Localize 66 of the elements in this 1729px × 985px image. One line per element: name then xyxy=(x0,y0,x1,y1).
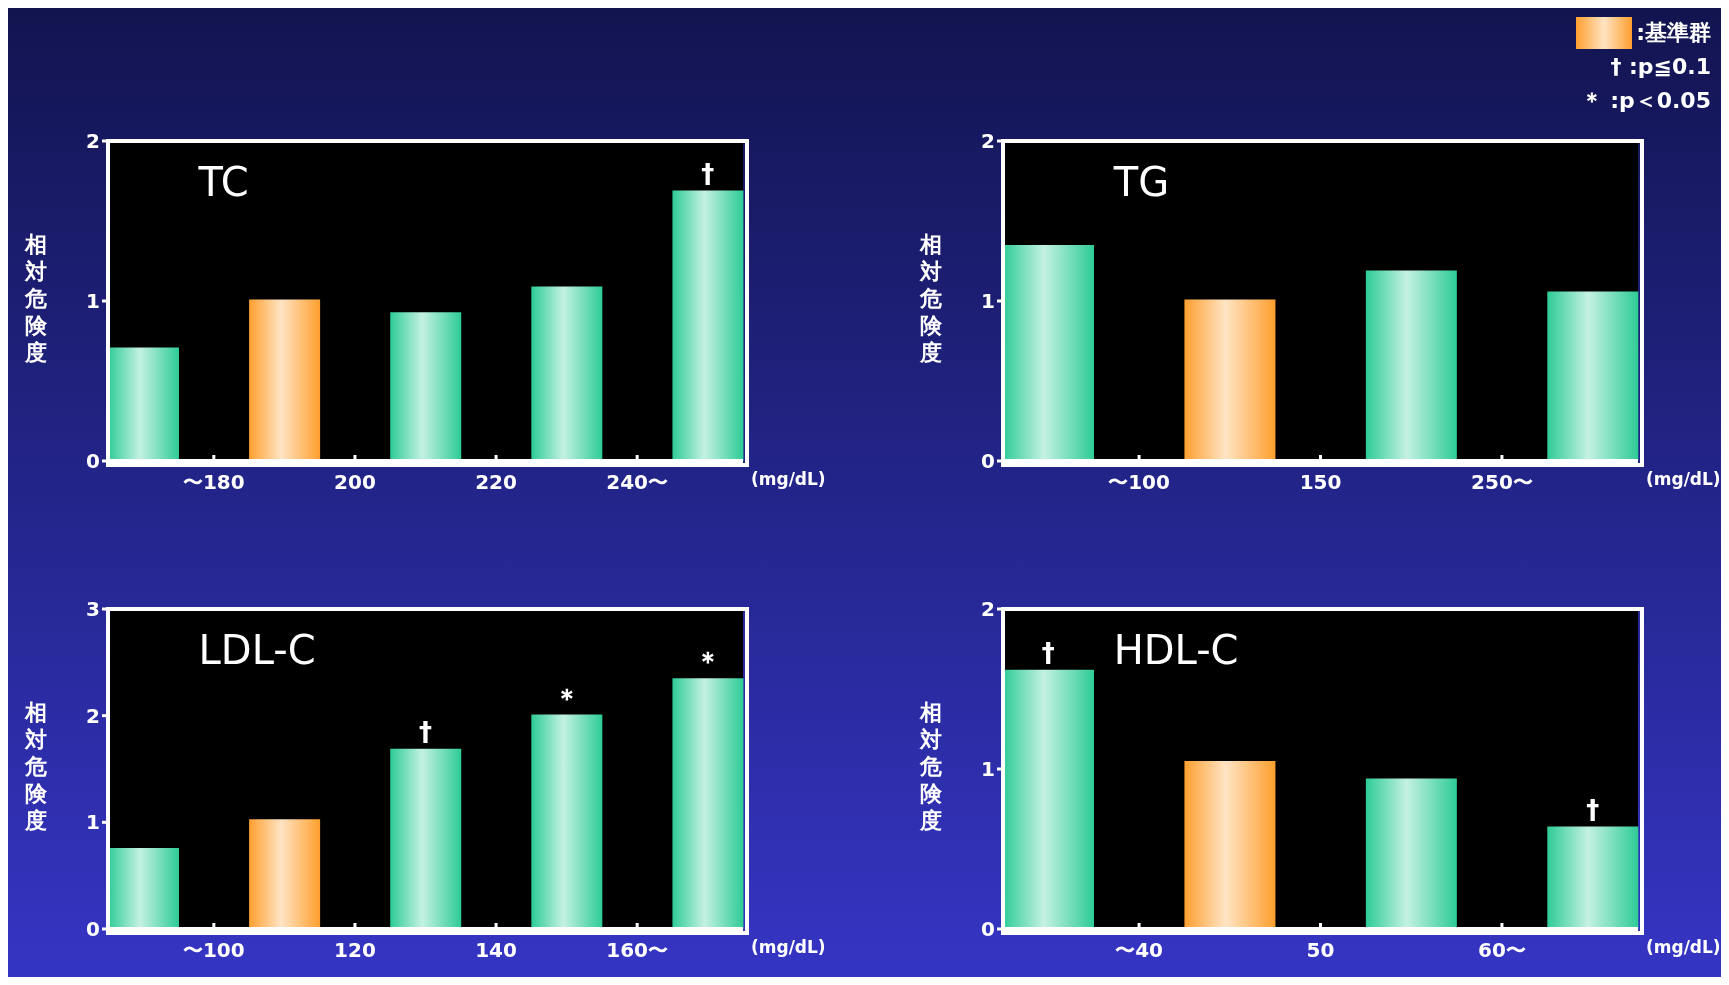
bar xyxy=(1547,291,1639,461)
text: :基準群 xyxy=(1636,19,1711,47)
bar xyxy=(672,678,744,929)
y-axis-title: 相対危険度 xyxy=(24,231,48,366)
annotation: † xyxy=(1041,637,1055,668)
x-tick-label: 200 xyxy=(334,470,376,494)
bar xyxy=(1547,826,1639,929)
bar xyxy=(390,748,462,929)
bar xyxy=(531,714,603,929)
annotation: † xyxy=(1586,794,1600,825)
x-tick-label: 〜180 xyxy=(182,470,245,494)
x-tick-label: 〜100 xyxy=(1108,470,1170,494)
y-tick-label: 0 xyxy=(86,449,100,474)
y-tick-label: 1 xyxy=(981,289,995,314)
bar xyxy=(672,190,744,461)
y-tick-label: 1 xyxy=(981,757,995,782)
x-axis-title: (mg/dL) xyxy=(751,937,826,957)
x-axis-title: (mg/dL) xyxy=(751,469,826,489)
x-tick-label: 250〜 xyxy=(1471,470,1533,494)
y-tick-label: 1 xyxy=(86,810,100,835)
bar xyxy=(249,819,321,929)
x-tick-label: 240〜 xyxy=(606,470,669,494)
text: HDL-C xyxy=(1113,627,1239,673)
y-tick-label: 2 xyxy=(86,703,100,728)
bar xyxy=(1003,245,1094,461)
bar xyxy=(531,286,603,461)
text: ＊ :p＜0.05 xyxy=(1580,87,1711,115)
x-tick-label: 〜40 xyxy=(1115,938,1163,962)
x-axis-title: (mg/dL) xyxy=(1646,937,1721,957)
text: TC xyxy=(198,159,249,205)
annotation: † xyxy=(701,158,715,189)
y-tick-label: 0 xyxy=(86,917,100,942)
y-tick-label: 3 xyxy=(86,597,100,622)
x-axis-title: (mg/dL) xyxy=(1646,469,1721,489)
x-tick-label: 140 xyxy=(475,938,517,962)
y-axis-title: 相対危険度 xyxy=(919,231,943,366)
text: † :p≦0.1 xyxy=(1610,53,1711,81)
bar xyxy=(1365,778,1457,929)
y-axis-title: 相対危険度 xyxy=(24,699,48,834)
bar xyxy=(1184,299,1276,461)
x-tick-label: 220 xyxy=(475,470,517,494)
annotation: ＊ xyxy=(694,646,721,677)
y-tick-label: 2 xyxy=(86,129,100,154)
x-tick-label: 150 xyxy=(1299,470,1342,494)
bar xyxy=(1365,270,1457,461)
y-tick-label: 0 xyxy=(981,917,995,942)
text: LDL-C xyxy=(198,627,316,673)
y-tick-label: 0 xyxy=(981,449,995,474)
y-tick-label: 1 xyxy=(86,289,100,314)
x-tick-label: 120 xyxy=(334,938,376,962)
x-tick-label: 60〜 xyxy=(1478,938,1526,962)
annotation: † xyxy=(419,716,432,747)
y-tick-label: 2 xyxy=(981,597,995,622)
y-tick-label: 2 xyxy=(981,129,995,154)
bar xyxy=(1184,761,1276,929)
bar xyxy=(390,312,462,461)
bar xyxy=(249,299,321,461)
bar xyxy=(1003,669,1094,929)
x-tick-label: 50 xyxy=(1306,938,1335,962)
bar xyxy=(108,847,179,929)
x-tick-label: 160〜 xyxy=(606,938,669,962)
bar xyxy=(108,347,179,461)
y-axis-title: 相対危険度 xyxy=(919,699,943,834)
x-tick-label: 〜100 xyxy=(182,938,245,962)
text: TG xyxy=(1113,159,1170,205)
annotation: ＊ xyxy=(553,682,580,713)
